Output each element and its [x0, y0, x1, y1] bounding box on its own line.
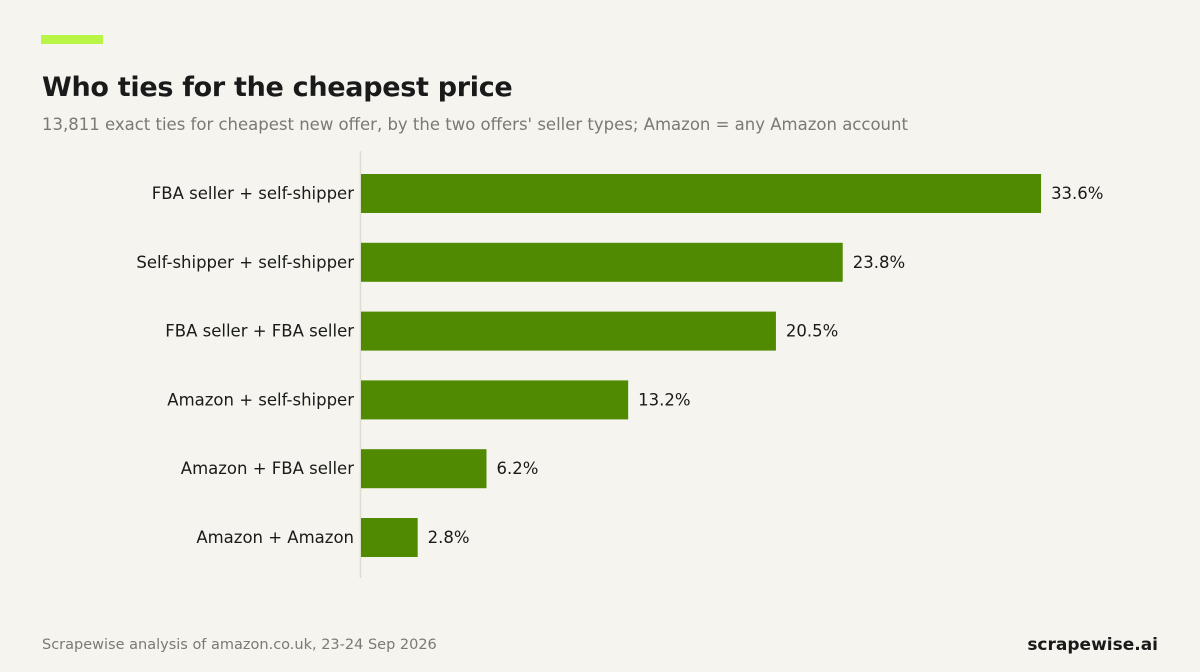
bar: [361, 380, 629, 420]
bar: [361, 174, 1042, 213]
bar: [361, 518, 418, 557]
value-label: 13.2%: [638, 390, 690, 409]
category-label: Amazon + FBA seller: [181, 459, 354, 478]
chart-subtitle: 13,811 exact ties for cheapest new offer…: [42, 115, 908, 134]
source-note: Scrapewise analysis of amazon.co.uk, 23-…: [42, 637, 437, 653]
value-label: 6.2%: [496, 459, 538, 478]
value-label: 33.6%: [1051, 184, 1103, 203]
bar: [361, 311, 776, 351]
category-label: Self-shipper + self-shipper: [136, 253, 354, 272]
category-label: FBA seller + FBA seller: [165, 322, 354, 341]
chart-title: Who ties for the cheapest price: [42, 72, 513, 103]
category-label: Amazon + Amazon: [196, 528, 354, 547]
bar: [361, 449, 487, 489]
brand-logo-text: scrapewise.ai: [1027, 635, 1158, 655]
category-label: Amazon + self-shipper: [167, 390, 354, 409]
value-label: 2.8%: [428, 528, 470, 547]
accent-bar: [41, 35, 103, 44]
value-label: 23.8%: [853, 253, 905, 272]
bar: [361, 242, 843, 282]
value-label: 20.5%: [786, 322, 838, 341]
category-label: FBA seller + self-shipper: [152, 184, 354, 203]
